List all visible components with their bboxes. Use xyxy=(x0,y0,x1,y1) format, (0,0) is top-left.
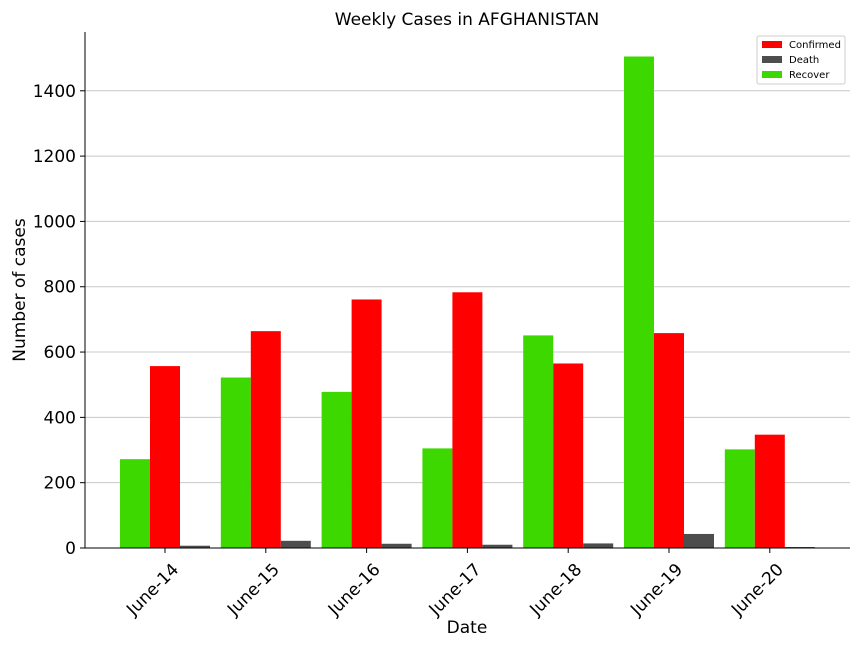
x-axis-ticks: June-14 June-15 June-16 June-17 June-18 June-… xyxy=(122,548,788,621)
y-tick-label: 800 xyxy=(44,278,76,298)
bar-confirmed xyxy=(553,363,584,548)
bar-confirmed xyxy=(250,331,281,548)
legend-swatch-recover xyxy=(762,71,782,78)
y-axis-label: Number of cases xyxy=(10,218,30,362)
bar-confirmed xyxy=(654,333,684,548)
bar-recover xyxy=(624,56,654,548)
bars xyxy=(120,56,815,548)
bar-recover xyxy=(220,377,251,548)
bar-death xyxy=(180,545,210,548)
bar-confirmed xyxy=(452,292,483,548)
bar-recover xyxy=(422,448,453,548)
x-tick-label: June-19 xyxy=(626,560,687,621)
bar-recover xyxy=(724,449,755,548)
bar-death xyxy=(280,540,311,548)
bar-recover xyxy=(523,335,554,548)
x-tick-label: June-17 xyxy=(425,560,486,621)
bar-recover xyxy=(120,459,150,548)
y-tick-label: 400 xyxy=(44,408,76,428)
x-axis-label: Date xyxy=(447,618,488,638)
bar-death xyxy=(684,533,714,548)
x-tick-label: June-15 xyxy=(223,560,284,621)
y-tick-label: 600 xyxy=(44,343,76,363)
y-tick-label: 1000 xyxy=(33,212,76,232)
legend-label-recover: Recover xyxy=(789,70,830,81)
legend-label-death: Death xyxy=(789,55,819,66)
legend-label-confirmed: Confirmed xyxy=(789,40,841,51)
y-tick-label: 1400 xyxy=(33,82,76,102)
x-tick-label: June-20 xyxy=(727,560,788,621)
bar-confirmed xyxy=(351,299,382,548)
legend: Confirmed Death Recover xyxy=(756,35,846,85)
x-tick-label: June-14 xyxy=(122,560,183,621)
bar-death xyxy=(583,543,614,548)
bar-recover xyxy=(321,391,352,548)
bar-confirmed xyxy=(754,434,785,548)
legend-swatch-confirmed xyxy=(762,41,782,48)
y-tick-label: 200 xyxy=(44,474,76,494)
bar-death xyxy=(482,544,513,548)
x-tick-label: June-18 xyxy=(526,560,587,621)
y-tick-label: 0 xyxy=(65,539,76,559)
y-tick-label: 1200 xyxy=(33,147,76,167)
y-axis-ticks: 0 200 400 600 800 1000 1200 1400 xyxy=(33,82,85,559)
x-tick-label: June-16 xyxy=(324,560,385,621)
chart-title: Weekly Cases in AFGHANISTAN xyxy=(335,10,599,30)
bar-confirmed xyxy=(150,366,180,548)
bar-death xyxy=(381,543,412,548)
legend-swatch-death xyxy=(762,56,782,63)
